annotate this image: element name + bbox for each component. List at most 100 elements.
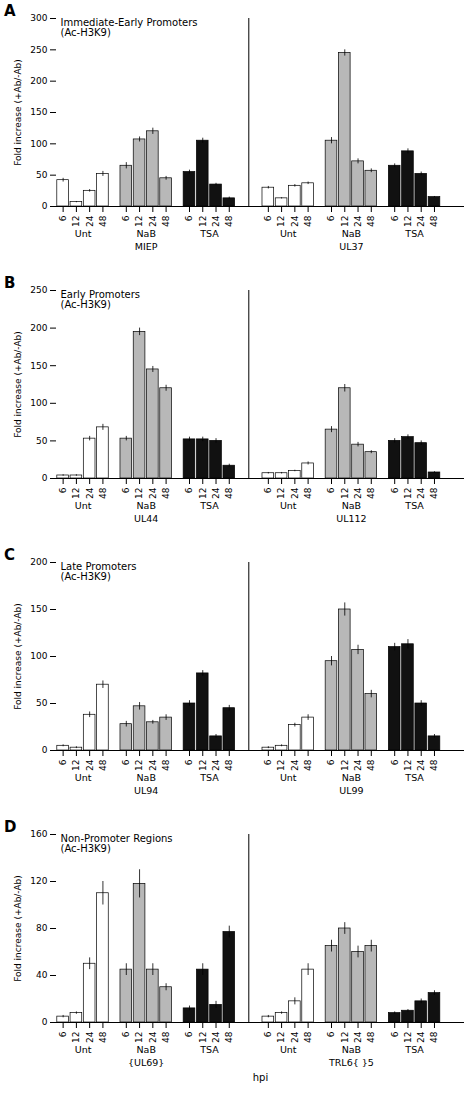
svg-text:Early Promoters(Ac-H3K9): Early Promoters(Ac-H3K9) (61, 289, 141, 310)
svg-text:6: 6 (326, 487, 336, 493)
svg-text:6: 6 (263, 487, 273, 493)
svg-text:24: 24 (85, 1031, 95, 1043)
svg-text:24: 24 (85, 759, 95, 771)
svg-text:6: 6 (263, 215, 273, 221)
svg-text:UL112: UL112 (336, 513, 366, 524)
svg-text:24: 24 (290, 215, 300, 227)
svg-text:NaB: NaB (136, 228, 155, 239)
svg-text:Unt: Unt (280, 228, 297, 239)
svg-text:24: 24 (353, 1031, 363, 1043)
svg-text:Fold increase (+Ab/-Ab): Fold increase (+Ab/-Ab) (13, 603, 23, 710)
svg-text:24: 24 (148, 759, 158, 771)
svg-text:TRL6{ }5: TRL6{ }5 (328, 1057, 374, 1068)
svg-text:12: 12 (340, 760, 350, 771)
svg-text:48: 48 (98, 1031, 108, 1043)
svg-text:48: 48 (366, 759, 376, 771)
svg-text:TSA: TSA (199, 772, 219, 783)
svg-text:24: 24 (211, 215, 221, 227)
svg-text:NaB: NaB (136, 500, 155, 511)
svg-text:12: 12 (134, 760, 144, 771)
svg-text:48: 48 (161, 1031, 171, 1043)
svg-text:MIEP: MIEP (135, 241, 158, 252)
svg-text:6: 6 (58, 487, 68, 493)
svg-text:6: 6 (390, 1031, 400, 1037)
svg-text:0: 0 (42, 473, 48, 483)
svg-text:12: 12 (403, 760, 413, 771)
svg-text:50: 50 (36, 698, 48, 708)
svg-text:NaB: NaB (136, 772, 155, 783)
svg-text:24: 24 (148, 215, 158, 227)
svg-text:24: 24 (85, 487, 95, 499)
svg-text:NaB: NaB (342, 772, 361, 783)
svg-text:24: 24 (148, 1031, 158, 1043)
svg-text:12: 12 (276, 216, 286, 227)
svg-text:160: 160 (30, 829, 47, 839)
svg-text:48: 48 (303, 215, 313, 227)
svg-text:24: 24 (148, 487, 158, 499)
svg-text:TSA: TSA (199, 500, 219, 511)
svg-text:12: 12 (134, 216, 144, 227)
svg-text:NaB: NaB (342, 500, 361, 511)
svg-text:150: 150 (30, 361, 47, 371)
svg-text:6: 6 (121, 215, 131, 221)
svg-text:24: 24 (353, 487, 363, 499)
svg-text:24: 24 (290, 759, 300, 771)
svg-text:Unt: Unt (280, 1044, 297, 1055)
svg-text:200: 200 (30, 557, 47, 567)
svg-text:12: 12 (340, 216, 350, 227)
svg-text:NaB: NaB (342, 228, 361, 239)
svg-text:6: 6 (390, 215, 400, 221)
svg-text:40: 40 (36, 970, 48, 980)
svg-text:UL99: UL99 (339, 785, 363, 796)
svg-text:12: 12 (403, 488, 413, 499)
svg-text:200: 200 (30, 323, 47, 333)
svg-text:12: 12 (340, 488, 350, 499)
svg-text:UL44: UL44 (134, 513, 158, 524)
svg-text:48: 48 (224, 1031, 234, 1043)
svg-text:100: 100 (30, 651, 47, 661)
svg-text:Fold increase (+Ab/-Ab): Fold increase (+Ab/-Ab) (13, 331, 23, 438)
svg-text:250: 250 (30, 285, 47, 295)
svg-text:6: 6 (58, 1031, 68, 1037)
svg-text:Unt: Unt (75, 500, 92, 511)
svg-text:80: 80 (36, 923, 48, 933)
svg-text:TSA: TSA (199, 1044, 219, 1055)
svg-text:12: 12 (71, 488, 81, 499)
svg-text:24: 24 (353, 215, 363, 227)
svg-text:48: 48 (161, 215, 171, 227)
svg-text:24: 24 (211, 487, 221, 499)
svg-text:24: 24 (290, 487, 300, 499)
svg-text:Fold increase (+Ab/-Ab): Fold increase (+Ab/-Ab) (13, 875, 23, 982)
svg-text:100: 100 (30, 398, 47, 408)
svg-text:6: 6 (263, 1031, 273, 1037)
svg-text:48: 48 (161, 759, 171, 771)
svg-text:TSA: TSA (404, 1044, 424, 1055)
svg-text:200: 200 (30, 76, 47, 86)
svg-text:150: 150 (30, 604, 47, 614)
svg-text:6: 6 (58, 215, 68, 221)
svg-text:6: 6 (184, 1031, 194, 1037)
svg-text:12: 12 (134, 1032, 144, 1043)
svg-text:TSA: TSA (404, 228, 424, 239)
svg-text:12: 12 (276, 488, 286, 499)
svg-text:Immediate-Early Promoters(Ac-H: Immediate-Early Promoters(Ac-H3K9) (61, 17, 198, 38)
svg-text:48: 48 (98, 487, 108, 499)
svg-text:12: 12 (340, 1032, 350, 1043)
svg-text:48: 48 (303, 487, 313, 499)
svg-text:12: 12 (276, 760, 286, 771)
svg-text:6: 6 (326, 215, 336, 221)
svg-text:48: 48 (429, 759, 439, 771)
svg-text:12: 12 (71, 760, 81, 771)
svg-text:150: 150 (30, 107, 47, 117)
svg-text:Late Promoters(Ac-H3K9): Late Promoters(Ac-H3K9) (61, 561, 137, 582)
svg-text:Fold increase (+Ab/-Ab): Fold increase (+Ab/-Ab) (13, 59, 23, 166)
svg-text:12: 12 (403, 216, 413, 227)
svg-text:24: 24 (416, 215, 426, 227)
svg-text:UL37: UL37 (339, 241, 363, 252)
svg-text:24: 24 (353, 759, 363, 771)
svg-text:12: 12 (403, 1032, 413, 1043)
svg-text:6: 6 (121, 1031, 131, 1037)
svg-text:50: 50 (36, 436, 48, 446)
svg-text:6: 6 (184, 759, 194, 765)
svg-text:24: 24 (290, 1031, 300, 1043)
